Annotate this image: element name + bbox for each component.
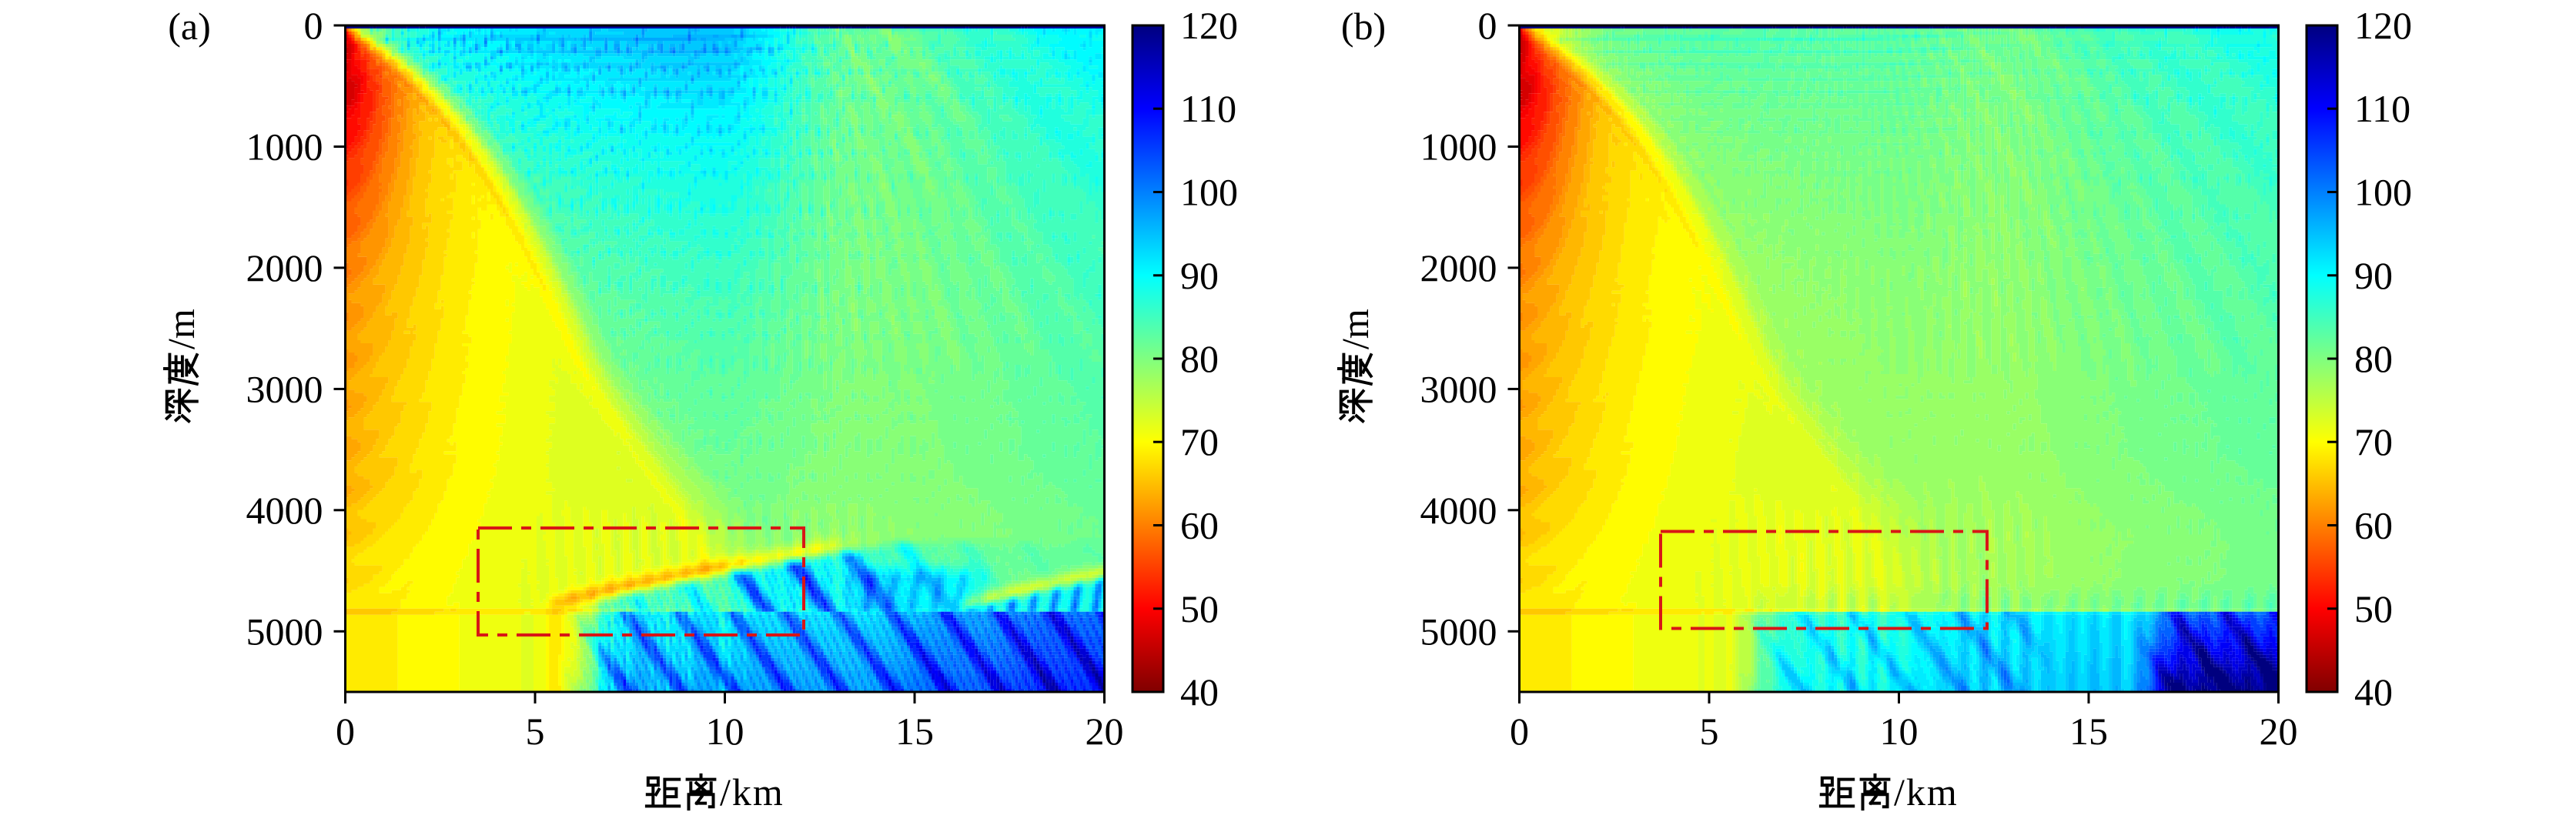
svg-text:0: 0 [1510,710,1529,753]
svg-text:1000: 1000 [1420,125,1497,169]
svg-text:4000: 4000 [1420,489,1497,532]
svg-text:15: 15 [2069,710,2108,753]
svg-text:20: 20 [2260,710,2298,753]
svg-text:100: 100 [1180,171,1238,214]
svg-text:60: 60 [1180,504,1219,547]
svg-text:5000: 5000 [246,610,323,653]
svg-text:100: 100 [2354,171,2412,214]
svg-text:50: 50 [1180,587,1219,630]
svg-text:110: 110 [2354,87,2410,130]
svg-text:(a): (a) [168,5,211,48]
svg-text:/km: /km [720,770,785,814]
svg-text:10: 10 [1880,710,1919,753]
svg-text:70: 70 [2354,420,2393,463]
svg-text:10: 10 [706,710,744,753]
svg-text:90: 90 [1180,254,1219,297]
svg-text:1000: 1000 [246,125,323,169]
svg-text:120: 120 [1180,4,1238,47]
svg-text:90: 90 [2354,254,2393,297]
svg-text:40: 40 [1180,670,1219,713]
svg-text:/km: /km [1894,770,1959,814]
svg-text:0: 0 [1478,4,1497,47]
svg-text:0: 0 [304,4,323,47]
svg-text:3000: 3000 [1420,367,1497,410]
svg-text:5: 5 [1700,710,1719,753]
svg-text:(b): (b) [1341,5,1386,48]
svg-text:60: 60 [2354,504,2393,547]
svg-text:2000: 2000 [246,246,323,289]
svg-text:/m: /m [1333,309,1377,349]
svg-text:120: 120 [2354,4,2412,47]
svg-text:40: 40 [2354,670,2393,713]
svg-text:50: 50 [2354,587,2393,630]
svg-text:0: 0 [336,710,355,753]
svg-text:3000: 3000 [246,367,323,410]
svg-text:70: 70 [1180,420,1219,463]
svg-text:110: 110 [1180,87,1236,130]
svg-text:15: 15 [895,710,934,753]
svg-text:5: 5 [526,710,545,753]
svg-text:80: 80 [2354,337,2393,380]
svg-text:/m: /m [159,309,202,349]
svg-text:2000: 2000 [1420,246,1497,289]
svg-text:20: 20 [1086,710,1124,753]
svg-text:80: 80 [1180,337,1219,380]
svg-text:5000: 5000 [1420,610,1497,653]
svg-text:4000: 4000 [246,489,323,532]
